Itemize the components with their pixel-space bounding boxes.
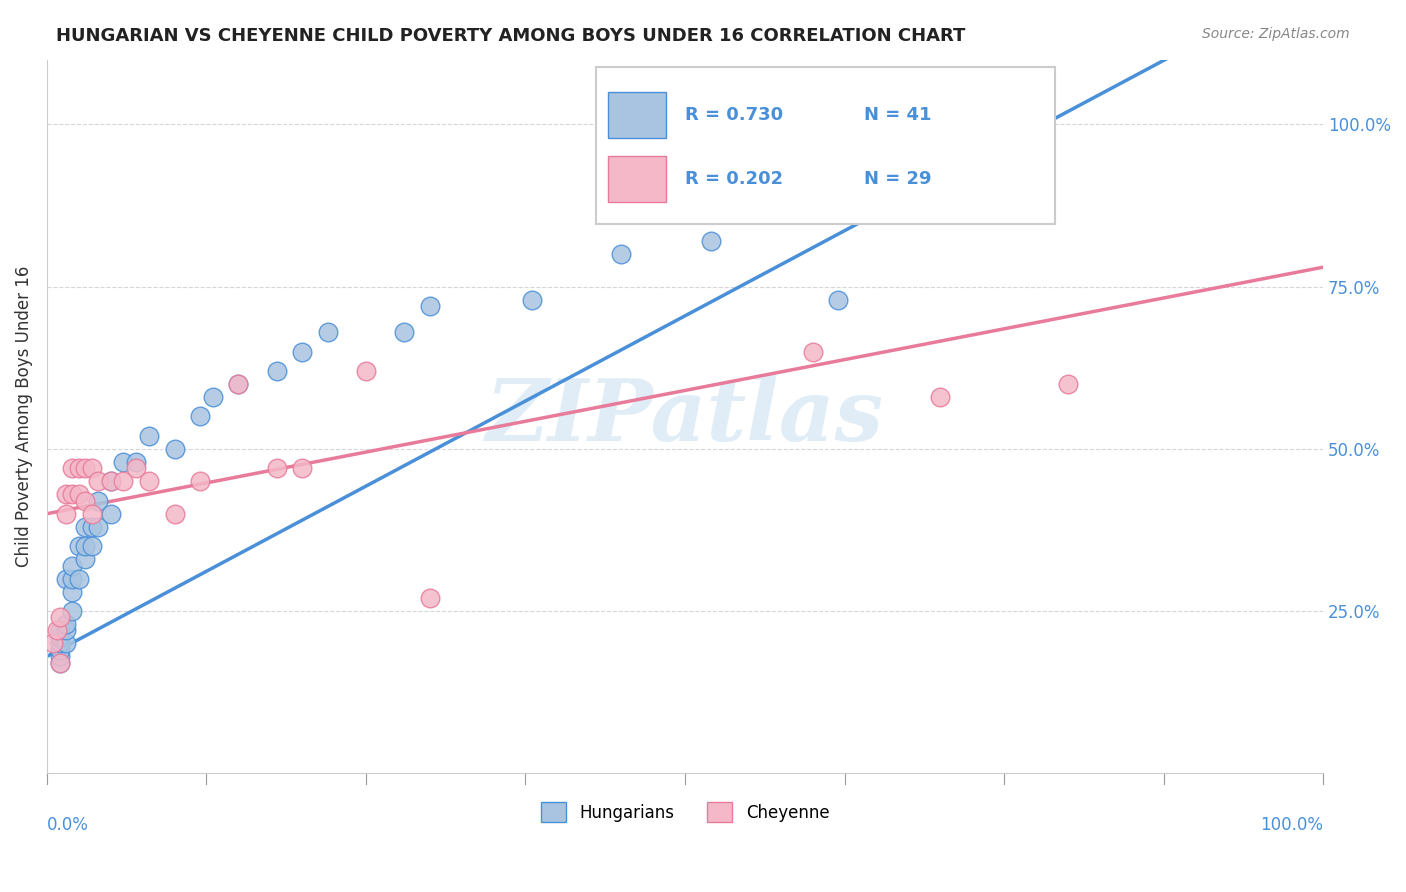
Point (419, 591, 441, 605)
Point (228, 376, 250, 391)
Point (55, 487, 77, 501)
Point (67, 487, 90, 501)
Text: R = 0.730: R = 0.730 (685, 106, 783, 124)
Point (87, 493, 110, 508)
Point (62, 604, 84, 618)
Point (62, 461, 84, 475)
Point (266, 461, 288, 475)
Point (80, 461, 103, 475)
Point (48, 610, 70, 624)
Point (75, 552, 97, 566)
Point (125, 461, 148, 475)
Point (100, 475, 122, 489)
Point (801, 344, 824, 359)
Text: HUNGARIAN VS CHEYENNE CHILD POVERTY AMONG BOYS UNDER 16 CORRELATION CHART: HUNGARIAN VS CHEYENNE CHILD POVERTY AMON… (56, 27, 966, 45)
Point (394, 325, 416, 339)
Point (87, 475, 110, 489)
Text: N = 41: N = 41 (863, 106, 931, 124)
Point (87, 519, 110, 533)
Point (67, 572, 90, 586)
Point (100, 507, 122, 521)
Point (48, 630, 70, 644)
Point (138, 475, 160, 489)
Point (80, 539, 103, 553)
Point (55, 617, 77, 632)
Point (827, 293, 849, 307)
Point (291, 344, 314, 359)
FancyBboxPatch shape (596, 67, 1054, 224)
Point (201, 390, 224, 404)
Legend: Hungarians, Cheyenne: Hungarians, Cheyenne (534, 796, 837, 829)
Point (316, 325, 339, 339)
Point (46, 624, 69, 638)
Point (138, 429, 160, 443)
Point (48, 643, 70, 657)
Point (55, 507, 77, 521)
Text: N = 29: N = 29 (863, 170, 931, 188)
Text: 0.0%: 0.0% (46, 816, 89, 834)
Point (188, 409, 211, 424)
Point (266, 364, 288, 378)
FancyBboxPatch shape (609, 92, 666, 138)
Point (75, 519, 97, 533)
FancyBboxPatch shape (609, 156, 666, 202)
Point (188, 475, 211, 489)
Point (228, 376, 250, 391)
Point (699, 234, 721, 248)
Point (67, 539, 90, 553)
Point (1057, 376, 1080, 391)
Point (75, 493, 97, 508)
Y-axis label: Child Poverty Among Boys Under 16: Child Poverty Among Boys Under 16 (15, 266, 32, 567)
Point (67, 461, 90, 475)
Point (929, 390, 952, 404)
Text: R = 0.202: R = 0.202 (685, 170, 783, 188)
Point (610, 247, 633, 261)
Point (354, 364, 377, 378)
Point (291, 461, 314, 475)
Point (100, 475, 122, 489)
Point (62, 572, 84, 586)
Text: 100.0%: 100.0% (1260, 816, 1323, 834)
Point (419, 299, 441, 313)
Point (80, 519, 103, 533)
Point (48, 624, 70, 638)
Point (75, 539, 97, 553)
Point (75, 461, 97, 475)
Point (125, 455, 148, 469)
Text: Source: ZipAtlas.com: Source: ZipAtlas.com (1202, 27, 1350, 41)
Text: ZIPatlas: ZIPatlas (486, 375, 884, 458)
Point (62, 558, 84, 573)
Point (163, 442, 186, 456)
Point (55, 572, 77, 586)
Point (48, 656, 70, 670)
Point (55, 624, 77, 638)
Point (520, 293, 543, 307)
Point (48, 649, 70, 664)
Point (55, 636, 77, 650)
Point (62, 487, 84, 501)
Point (48, 656, 70, 670)
Point (48, 636, 70, 650)
Point (163, 507, 186, 521)
Point (62, 584, 84, 599)
Point (42, 636, 65, 650)
Point (80, 507, 103, 521)
Point (112, 475, 135, 489)
Point (112, 455, 135, 469)
